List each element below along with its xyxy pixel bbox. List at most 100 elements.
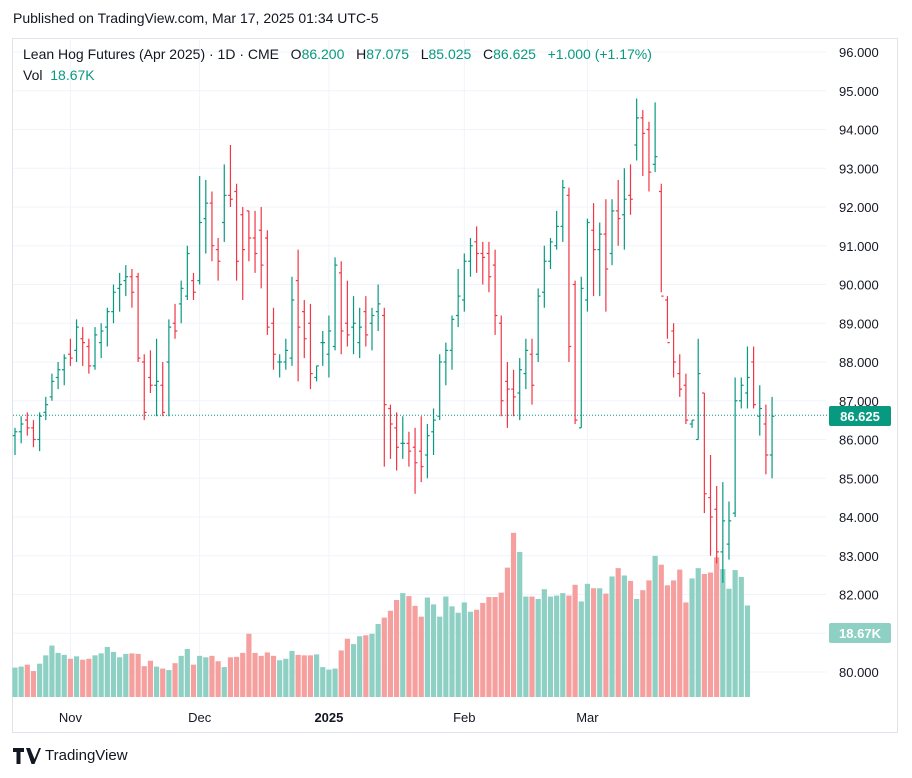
ohlc-bar bbox=[738, 377, 744, 409]
ohlc-bar bbox=[652, 102, 658, 173]
volume-bar bbox=[147, 660, 154, 697]
ohlc-bar bbox=[295, 249, 301, 382]
volume-bar bbox=[197, 655, 203, 697]
ohlc-bar bbox=[751, 346, 756, 409]
ohlc-bar bbox=[671, 323, 676, 378]
ohlc-bar bbox=[308, 303, 313, 390]
ohlc-bar bbox=[111, 284, 116, 324]
volume-bar bbox=[634, 599, 640, 697]
volume-bar bbox=[738, 576, 744, 697]
volume-bar bbox=[129, 653, 135, 697]
volume-bar bbox=[541, 589, 547, 697]
ohlc-bar bbox=[720, 482, 726, 583]
ohlc-bar bbox=[763, 404, 769, 475]
y-tick-label: 90.000 bbox=[839, 278, 879, 293]
tradingview-brand[interactable]: TradingView bbox=[13, 747, 128, 764]
ohlc-bar bbox=[431, 408, 436, 455]
legend-open-label: O bbox=[290, 46, 302, 62]
ohlc-bar bbox=[535, 288, 541, 362]
ohlc-bar bbox=[425, 424, 430, 479]
ohlc-bar bbox=[301, 300, 307, 359]
volume-bar bbox=[117, 657, 123, 697]
legend-high-label: H bbox=[356, 46, 367, 62]
volume-bar bbox=[424, 597, 430, 697]
ohlc-bar bbox=[258, 207, 264, 289]
volume-bar bbox=[160, 668, 166, 697]
ohlc-bar bbox=[160, 362, 166, 417]
ohlc-bar bbox=[283, 338, 289, 370]
ohlc-bar bbox=[745, 346, 750, 409]
ohlc-bar bbox=[412, 427, 418, 494]
ohlc-bar bbox=[197, 176, 202, 285]
volume-bar bbox=[640, 590, 646, 697]
volume-bar bbox=[215, 661, 221, 697]
ohlc-bar bbox=[554, 210, 559, 250]
volume-bar bbox=[172, 663, 178, 697]
volume-bar bbox=[289, 650, 295, 697]
volume-bar bbox=[301, 655, 307, 697]
ohlc-bar bbox=[363, 296, 369, 347]
volume-bar bbox=[166, 670, 172, 697]
volume-bar bbox=[61, 654, 67, 697]
volume-bar bbox=[535, 599, 541, 697]
legend-close: 86.625 bbox=[493, 46, 536, 62]
ohlc-bar bbox=[498, 315, 504, 417]
ohlc-bar bbox=[326, 315, 332, 378]
ohlc-bar bbox=[191, 272, 196, 300]
volume-bar bbox=[437, 616, 443, 697]
volume-bar bbox=[590, 588, 597, 697]
ohlc-bar bbox=[468, 238, 473, 277]
volume-bar bbox=[492, 597, 498, 697]
chart-frame[interactable] bbox=[12, 38, 898, 733]
volume-bar bbox=[49, 645, 55, 697]
ohlc-bar bbox=[345, 280, 350, 347]
volume-bar bbox=[609, 576, 615, 697]
ohlc-bar bbox=[689, 419, 695, 428]
volume-bar bbox=[406, 596, 412, 697]
volume-bar bbox=[566, 595, 572, 697]
price-bars bbox=[12, 98, 775, 583]
y-tick-label: 89.000 bbox=[839, 316, 879, 331]
ohlc-bar bbox=[92, 327, 98, 370]
ohlc-bar bbox=[572, 280, 578, 424]
y-tick-label: 96.000 bbox=[839, 45, 879, 60]
ohlc-bar bbox=[314, 365, 319, 382]
y-tick-label: 88.000 bbox=[839, 355, 879, 370]
ohlc-bar bbox=[640, 110, 646, 176]
volume-bar bbox=[332, 668, 338, 697]
legend-low: 85.025 bbox=[428, 46, 472, 62]
volume-bar bbox=[80, 659, 86, 697]
volume-bar bbox=[55, 652, 61, 697]
volume-bar bbox=[683, 602, 689, 697]
volume-bar bbox=[517, 551, 523, 697]
ohlc-bar bbox=[221, 164, 227, 242]
volume-bar bbox=[369, 633, 375, 697]
ohlc-bar bbox=[548, 238, 553, 269]
volume-bar bbox=[30, 671, 37, 697]
volume-tag-text: 18.67K bbox=[839, 626, 882, 641]
volume-bar bbox=[246, 633, 252, 697]
volume-bar bbox=[209, 655, 215, 697]
ohlc-bar bbox=[769, 396, 775, 479]
y-tick-label: 84.000 bbox=[839, 510, 879, 525]
volume-bar bbox=[320, 667, 326, 697]
ohlc-bar bbox=[443, 342, 449, 386]
ohlc-bar bbox=[117, 272, 122, 312]
y-axis: 96.000 95.000 94.000 93.000 92.000 91.000 90.0… bbox=[839, 45, 879, 680]
volume-bar bbox=[726, 588, 732, 697]
ohlc-bar bbox=[240, 207, 246, 300]
x-axis: Nov Dec 2025 Feb Mar bbox=[59, 710, 599, 725]
y-tick-label: 85.000 bbox=[839, 471, 879, 486]
y-tick-label: 94.000 bbox=[839, 123, 879, 138]
volume-bar bbox=[480, 602, 486, 697]
ohlc-bar bbox=[523, 338, 529, 390]
volume-bar bbox=[338, 650, 344, 697]
ohlc-bar bbox=[123, 265, 129, 297]
volume-bar bbox=[18, 666, 24, 697]
ohlc-bar bbox=[166, 319, 172, 417]
ohlc-bar bbox=[394, 412, 399, 471]
ohlc-bar bbox=[209, 191, 215, 262]
ohlc-bar bbox=[338, 261, 344, 355]
volume-bar bbox=[510, 532, 517, 697]
